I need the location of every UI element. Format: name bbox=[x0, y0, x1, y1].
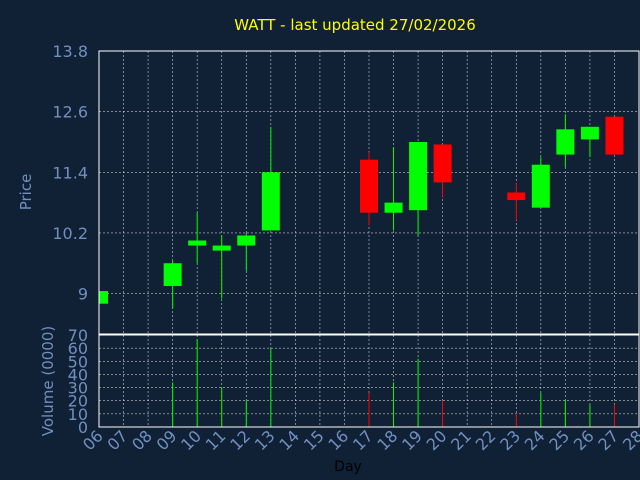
candle-body bbox=[360, 159, 378, 213]
chart-title: WATT - last updated 27/02/2026 bbox=[234, 16, 476, 34]
price-axis-label: Price bbox=[17, 174, 35, 211]
price-tick-label: 13.8 bbox=[52, 42, 88, 61]
candle-body bbox=[99, 291, 108, 304]
price-tick-label: 10.2 bbox=[52, 224, 88, 243]
day-tick-labels: 0607080910111213141516171819202122232425… bbox=[79, 426, 640, 454]
candle-12 bbox=[237, 232, 256, 271]
candle-27 bbox=[605, 116, 624, 155]
candle-body bbox=[556, 129, 575, 155]
candle-body bbox=[163, 263, 182, 286]
candle-body bbox=[237, 235, 256, 246]
volume-tick-label: 40 bbox=[68, 365, 88, 384]
candle-26 bbox=[580, 126, 599, 158]
volume-tick-label: 20 bbox=[68, 392, 88, 411]
volume-bars bbox=[172, 338, 615, 427]
candle-body bbox=[531, 164, 550, 208]
day-axis-label: Day bbox=[334, 459, 362, 475]
candle-body bbox=[188, 240, 207, 246]
price-plot-frame bbox=[98, 50, 640, 335]
candle-body bbox=[580, 126, 599, 140]
price-tick-labels: 9 10.2 11.4 12.6 13.8 bbox=[52, 42, 88, 304]
candle-24 bbox=[531, 157, 550, 208]
volume-axis-label: Volume (0000) bbox=[39, 326, 57, 436]
candle-10 bbox=[188, 212, 207, 264]
candle-body bbox=[212, 245, 231, 251]
candle-17 bbox=[360, 152, 378, 226]
candle-body bbox=[409, 141, 428, 211]
volume-tick-label: 50 bbox=[68, 352, 88, 371]
candle-13 bbox=[261, 126, 280, 231]
candle-body bbox=[433, 144, 452, 183]
candle-11 bbox=[212, 235, 231, 299]
candle-18 bbox=[384, 147, 403, 231]
candle-19 bbox=[409, 141, 428, 236]
candle-body bbox=[384, 202, 403, 213]
price-tick-label: 9 bbox=[78, 285, 88, 304]
candle-body bbox=[261, 172, 280, 231]
candle-20 bbox=[433, 144, 452, 198]
candle-body bbox=[507, 192, 526, 201]
candle-23 bbox=[507, 182, 526, 221]
volume-tick-label: 70 bbox=[68, 326, 88, 345]
candle-06 bbox=[98, 291, 108, 304]
volume-plot-frame bbox=[98, 334, 640, 428]
price-tick-label: 11.4 bbox=[52, 163, 88, 182]
volume-tick-label: 30 bbox=[68, 379, 88, 398]
candle-09 bbox=[163, 260, 182, 309]
price-tick-label: 12.6 bbox=[52, 103, 88, 122]
volume-tick-label: 10 bbox=[68, 405, 88, 424]
candle-25 bbox=[556, 114, 575, 168]
volume-tick-label: 0 bbox=[78, 418, 88, 437]
price-candles bbox=[98, 114, 624, 309]
volume-gridlines bbox=[99, 335, 639, 427]
volume-tick-label: 60 bbox=[68, 339, 88, 358]
candle-body bbox=[605, 116, 624, 155]
